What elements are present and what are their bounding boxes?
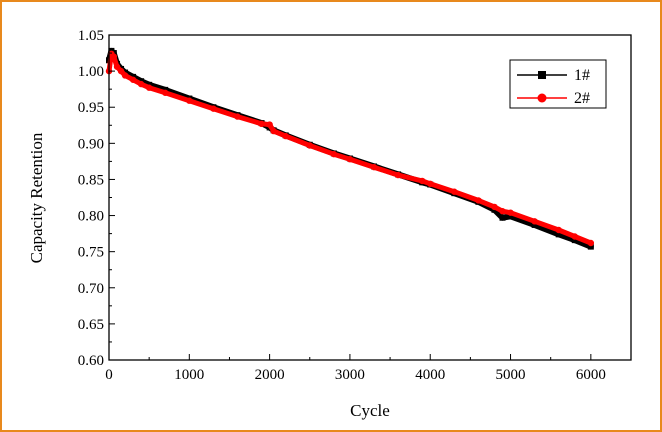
y-tick-label: 0.85: [78, 172, 104, 188]
y-tick-label: 0.70: [78, 281, 104, 297]
y-axis-ticks: 0.60 0.65 0.70 0.75 0.80 0.85 0.90 0.95 1.00 1.05: [78, 28, 115, 369]
x-tick-label: 0: [105, 367, 113, 383]
data-point: [162, 89, 169, 96]
data-point: [346, 156, 354, 163]
data-point: [427, 180, 434, 187]
y-tick-label: 0.80: [78, 209, 104, 225]
data-point: [499, 214, 506, 221]
x-tick-label: 1000: [174, 367, 204, 383]
data-point: [258, 120, 265, 128]
data-point: [234, 113, 241, 120]
legend: 1#2#: [509, 59, 607, 109]
data-point: [113, 63, 121, 70]
legend-marker: [537, 93, 547, 103]
x-tick-label: 3000: [335, 367, 365, 383]
y-tick-label: 0.90: [78, 136, 104, 152]
x-tick-label: 2000: [255, 367, 285, 383]
data-point: [370, 163, 378, 171]
data-point: [555, 226, 562, 234]
data-point: [507, 209, 514, 216]
data-point: [330, 150, 338, 158]
legend-label: 1#: [574, 67, 590, 84]
legend-marker: [538, 71, 546, 79]
data-point: [266, 121, 273, 128]
y-tick-label: 1.00: [78, 64, 104, 80]
legend-label: 2#: [574, 90, 590, 107]
data-point: [121, 72, 129, 79]
x-axis-ticks: 0 1000 2000 3000 4000 5000 6000: [105, 354, 632, 383]
data-point: [507, 213, 514, 220]
data-point: [186, 97, 193, 104]
data-point: [145, 84, 153, 91]
data-point: [491, 203, 498, 211]
data-point: [531, 218, 538, 225]
data-point: [110, 53, 118, 60]
data-point: [555, 231, 562, 238]
x-tick-label: 4000: [415, 367, 445, 383]
data-point: [137, 80, 145, 88]
data-point: [394, 171, 402, 179]
y-tick-label: 0.95: [78, 100, 104, 116]
data-point: [129, 76, 137, 83]
data-point: [419, 177, 426, 185]
y-axis-title: Capacity Retention: [27, 132, 46, 263]
y-tick-label: 0.65: [78, 317, 104, 333]
data-point: [117, 67, 125, 75]
series-2: [105, 50, 595, 247]
x-tick-label: 5000: [496, 367, 526, 383]
data-point: [531, 221, 538, 228]
plot-lines: [105, 47, 595, 250]
x-axis-title: Cycle: [350, 401, 390, 420]
x-tick-label: 6000: [576, 367, 606, 383]
data-point: [282, 132, 289, 140]
data-point: [475, 197, 482, 204]
y-tick-label: 1.05: [78, 28, 104, 44]
y-tick-label: 0.75: [78, 245, 104, 261]
legend-box: [509, 59, 607, 109]
data-point: [270, 127, 277, 135]
data-point: [451, 188, 458, 195]
data-point: [587, 239, 595, 247]
data-point: [571, 237, 578, 244]
data-point: [587, 243, 594, 250]
data-point: [571, 233, 578, 240]
data-point: [306, 142, 313, 149]
data-point: [499, 208, 506, 215]
y-tick-label: 0.60: [78, 353, 104, 369]
data-point: [210, 105, 217, 112]
